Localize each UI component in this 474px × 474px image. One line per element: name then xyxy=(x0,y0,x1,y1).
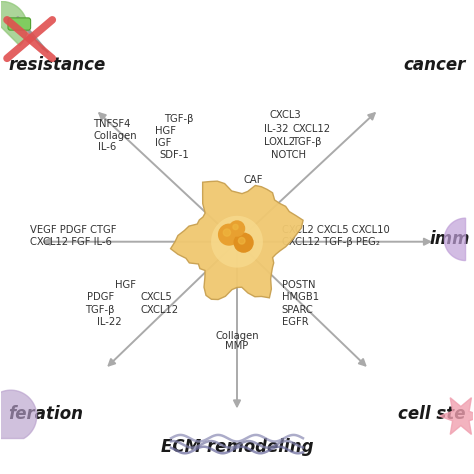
Text: IGF: IGF xyxy=(155,138,171,148)
Text: NOTCH: NOTCH xyxy=(271,150,306,160)
Text: HGF: HGF xyxy=(115,280,136,290)
Text: HMGB1: HMGB1 xyxy=(282,292,319,302)
Text: CXCL3: CXCL3 xyxy=(270,110,301,120)
Polygon shape xyxy=(211,216,263,268)
Text: CXCL5: CXCL5 xyxy=(140,292,172,302)
Text: CXCL12: CXCL12 xyxy=(292,124,330,134)
Text: CXCL12 TGF-β PEG₂: CXCL12 TGF-β PEG₂ xyxy=(282,237,380,246)
Text: CXCL12 FGF IL-6: CXCL12 FGF IL-6 xyxy=(30,237,111,246)
Text: HGF: HGF xyxy=(155,126,175,136)
Text: cell ste: cell ste xyxy=(398,405,465,423)
Text: SPARC: SPARC xyxy=(282,305,313,315)
Text: TNFSF4: TNFSF4 xyxy=(93,119,131,129)
Text: IL-32: IL-32 xyxy=(264,124,289,134)
Text: PDGF: PDGF xyxy=(87,292,115,302)
Text: cancer: cancer xyxy=(403,56,465,74)
Text: LOXL2: LOXL2 xyxy=(264,137,295,147)
Text: IL-22: IL-22 xyxy=(97,317,121,327)
Text: CAF: CAF xyxy=(244,175,263,185)
Polygon shape xyxy=(171,181,303,300)
Text: EGFR: EGFR xyxy=(282,317,309,327)
Text: CXCL2 CXCL5 CXCL10: CXCL2 CXCL5 CXCL10 xyxy=(282,225,390,235)
Text: VEGF PDGF CTGF: VEGF PDGF CTGF xyxy=(30,225,116,235)
Text: TGF-β: TGF-β xyxy=(164,114,193,124)
Text: MMP: MMP xyxy=(225,341,249,351)
Polygon shape xyxy=(0,390,36,438)
Polygon shape xyxy=(0,1,27,46)
Text: CXCL12: CXCL12 xyxy=(140,305,179,315)
Circle shape xyxy=(233,224,238,229)
Circle shape xyxy=(229,221,245,236)
Text: feration: feration xyxy=(9,405,83,423)
Text: resistance: resistance xyxy=(9,56,106,74)
Text: TGF-β: TGF-β xyxy=(292,137,322,147)
Text: Collagen: Collagen xyxy=(215,331,259,341)
Polygon shape xyxy=(439,398,474,435)
FancyBboxPatch shape xyxy=(8,18,31,30)
Text: TGF-β: TGF-β xyxy=(85,305,115,315)
Text: POSTN: POSTN xyxy=(282,280,315,290)
Circle shape xyxy=(223,229,230,236)
Text: Collagen: Collagen xyxy=(93,131,137,141)
Text: SDF-1: SDF-1 xyxy=(159,149,189,160)
Text: ECM remodeling: ECM remodeling xyxy=(161,438,313,456)
Circle shape xyxy=(234,233,253,252)
Text: IL-6: IL-6 xyxy=(98,143,116,153)
Circle shape xyxy=(238,237,245,244)
Circle shape xyxy=(219,224,239,245)
Text: imm: imm xyxy=(430,230,470,248)
Polygon shape xyxy=(444,218,465,261)
